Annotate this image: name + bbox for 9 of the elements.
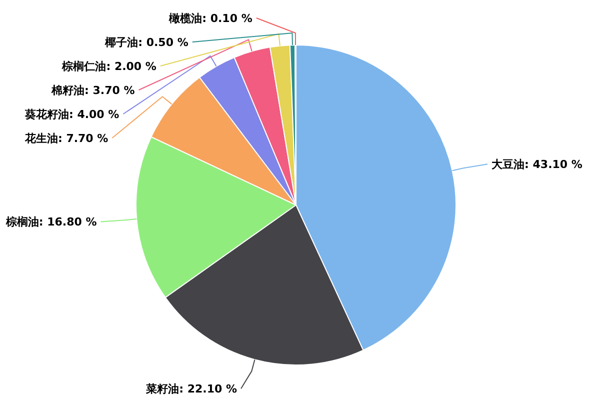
slice-label: 棉籽油: 3.70 %	[50, 84, 135, 97]
slice-label: 椰子油: 0.50 %	[104, 36, 188, 49]
slice-label: 花生油: 7.70 %	[24, 132, 108, 145]
slice-label: 葵花籽油: 4.00 %	[24, 108, 120, 121]
slice-label: 菜籽油: 22.10 %	[145, 382, 238, 396]
slice-label: 大豆油: 43.10 %	[492, 158, 582, 172]
slice-label: 棕榈油: 16.80 %	[4, 216, 97, 229]
slice-label: 棕榈仁油: 2.00 %	[61, 60, 156, 73]
slice-label: 橄榄油: 0.10 %	[168, 12, 252, 25]
